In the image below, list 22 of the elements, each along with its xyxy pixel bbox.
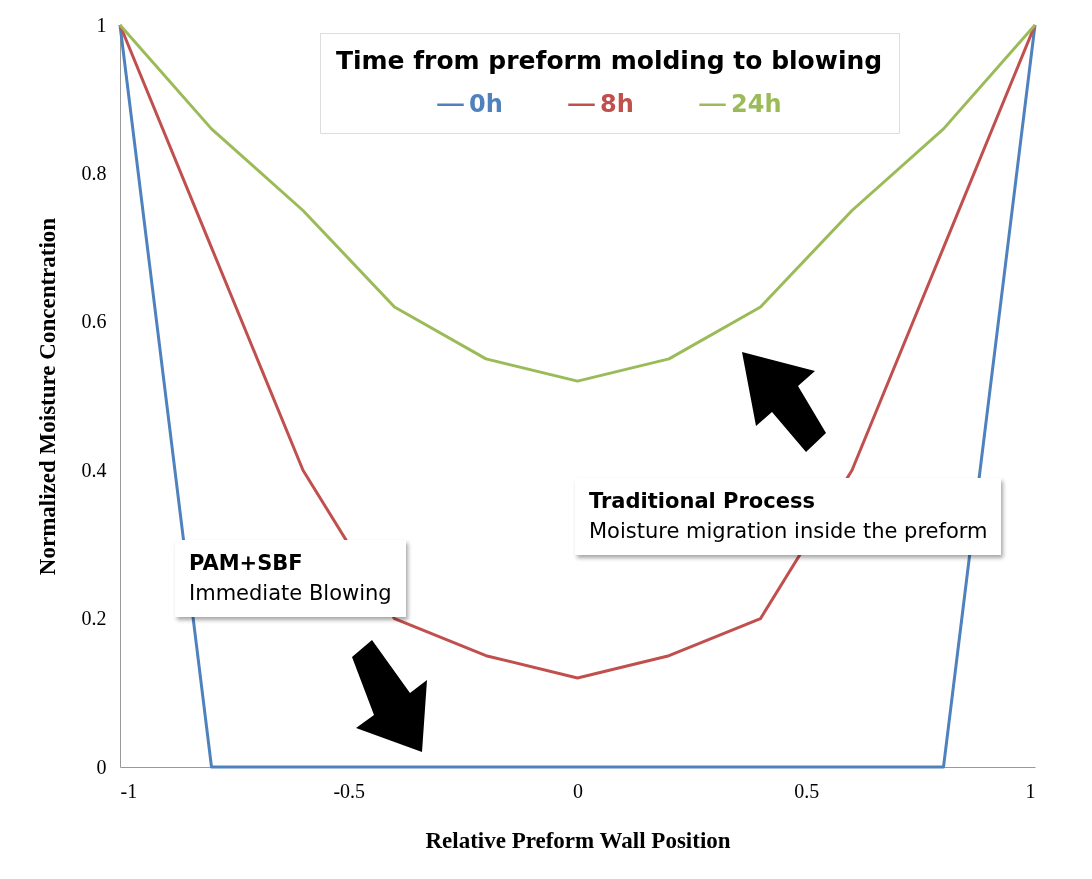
line-series xyxy=(118,23,1037,383)
annotation: Immediate Blowing xyxy=(189,581,392,606)
x-tick-label: 0.5 xyxy=(794,779,820,802)
legend-title: Time from preform molding to blowing xyxy=(335,46,883,75)
y-tick-label: 1 xyxy=(96,13,107,36)
x-tick-label: 0 xyxy=(573,779,583,802)
x-tick-label: 1 xyxy=(1025,779,1036,802)
x-tick-label: -0.5 xyxy=(333,779,366,802)
y-axis-title: Normalized Moisture Concentration xyxy=(34,217,60,576)
annotation: Moisture migration inside the preform xyxy=(589,519,988,544)
legend-label: 24h xyxy=(731,89,782,118)
legend-label: 8h xyxy=(600,89,634,118)
y-tick-label: 0 xyxy=(96,755,107,778)
annotation: Traditional Process xyxy=(589,488,816,515)
x-axis-title: Relative Preform Wall Position xyxy=(425,827,731,853)
y-tick-label: 0.8 xyxy=(81,161,107,184)
x-tick-label: -1 xyxy=(120,779,138,802)
annotation: PAM+SBF xyxy=(189,550,304,577)
y-tick-label: 0.6 xyxy=(81,310,107,333)
y-tick-label: 0.2 xyxy=(81,607,107,630)
legend-label: 0h xyxy=(469,89,503,118)
y-tick-label: 0.4 xyxy=(81,458,107,481)
